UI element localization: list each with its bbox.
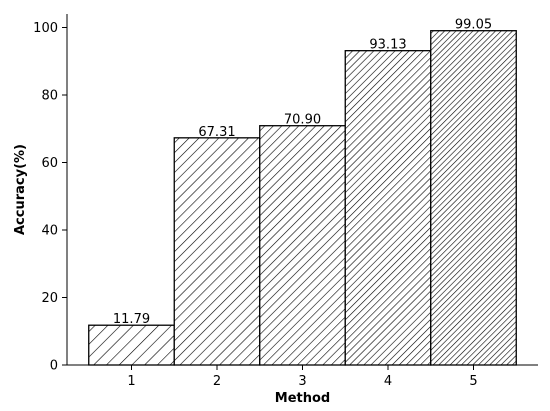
y-tick-label: 40 (41, 224, 58, 239)
y-axis-title: Accuracy(%) (13, 144, 28, 235)
bar-method-4 (344, 50, 432, 366)
x-tick-label: 4 (384, 374, 392, 389)
y-tick-label: 80 (41, 89, 58, 104)
bar-value-labels: 11.79 67.31 70.90 93.13 99.05 (113, 18, 492, 328)
x-tick-label: 5 (469, 374, 477, 389)
bar-method-2 (173, 137, 261, 366)
x-tick-label: 2 (213, 374, 221, 389)
bars (88, 30, 517, 366)
y-axis-ticks: 0 20 40 60 80 100 (33, 21, 67, 374)
bar-value-label: 70.90 (284, 113, 321, 128)
bar-method-1 (88, 324, 175, 366)
x-axis-ticks: 1 2 3 4 5 (127, 365, 478, 389)
bar-value-label: 99.05 (455, 18, 492, 33)
x-tick-label: 3 (298, 374, 306, 389)
bar-value-label: 11.79 (113, 312, 150, 327)
bar-method-5 (430, 30, 517, 366)
x-axis-title: Method (275, 391, 330, 406)
y-tick-label: 0 (50, 359, 58, 374)
y-tick-label: 60 (41, 156, 58, 171)
y-tick-label: 100 (33, 21, 58, 36)
bar-value-label: 93.13 (369, 38, 406, 53)
bar-method-3 (259, 125, 346, 366)
bar-value-label: 67.31 (198, 125, 235, 140)
x-tick-label: 1 (127, 374, 135, 389)
y-tick-label: 20 (41, 291, 58, 306)
